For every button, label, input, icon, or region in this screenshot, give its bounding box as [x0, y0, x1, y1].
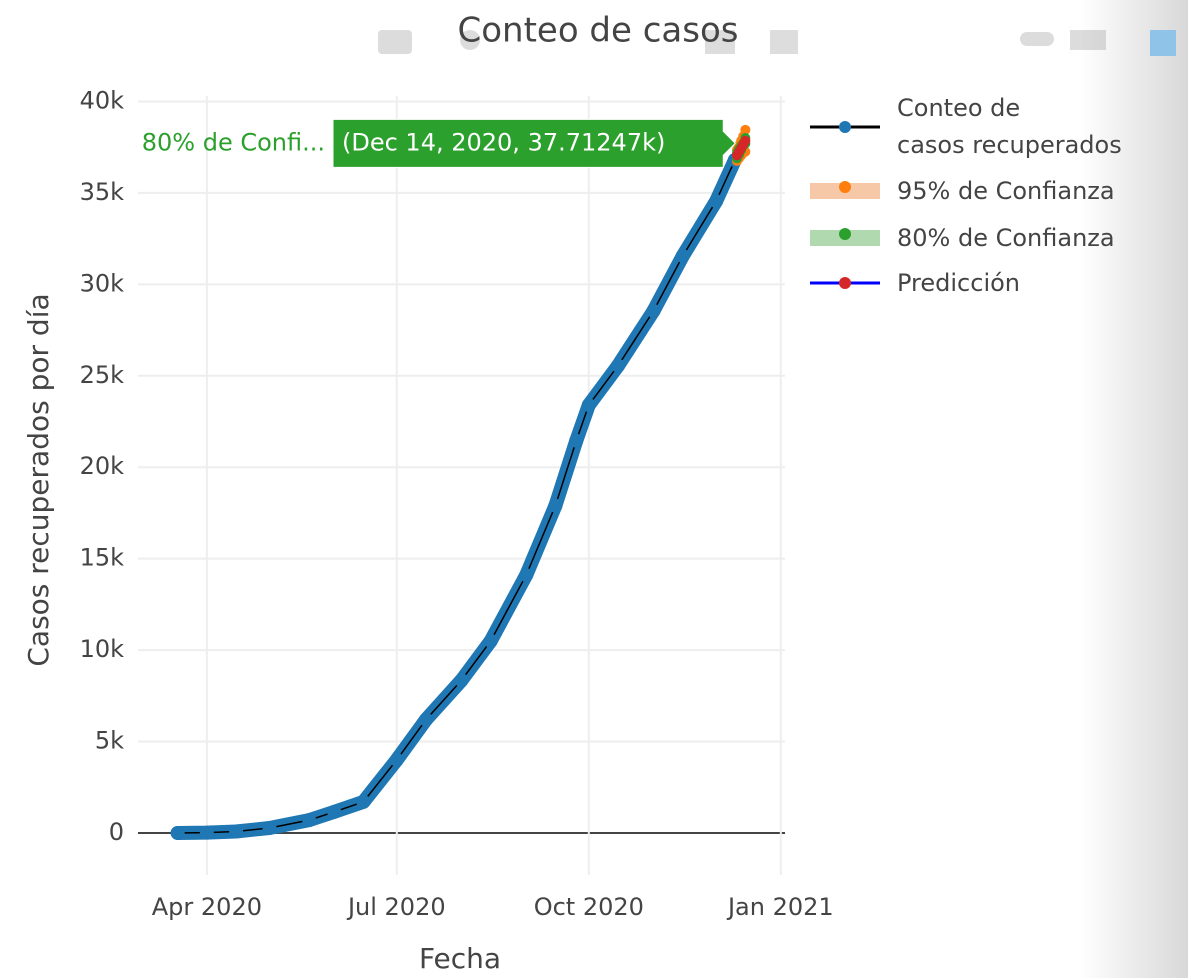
- point: [611, 358, 626, 373]
- x-tick-label: Jul 2020: [346, 893, 446, 921]
- legend-label[interactable]: Conteo de casos recuperados: [897, 94, 1122, 159]
- hover-text: (Dec 14, 2020, 37.71247k): [342, 128, 665, 156]
- point: [548, 498, 563, 513]
- y-tick-label: 30k: [80, 269, 125, 297]
- point: [389, 752, 404, 767]
- legend-marker: [839, 181, 851, 193]
- point: [569, 433, 584, 448]
- point: [709, 194, 724, 209]
- point: [581, 398, 596, 413]
- y-tick-label: 25k: [80, 361, 125, 389]
- modebar[interactable]: [378, 30, 1106, 54]
- x-tick-label: Apr 2020: [152, 893, 262, 921]
- point: [454, 673, 469, 688]
- legend-label[interactable]: 80% de Confianza: [897, 224, 1115, 252]
- legend-marker: [839, 121, 851, 133]
- point: [262, 821, 277, 836]
- page-shade: [1080, 0, 1188, 978]
- point: [327, 804, 342, 819]
- hover-box: [332, 118, 736, 168]
- x-tick-label: Jan 2021: [726, 893, 834, 921]
- y-tick-label: 20k: [80, 452, 125, 480]
- point: [302, 813, 317, 828]
- point: [170, 825, 185, 840]
- point: [229, 824, 244, 839]
- legend-marker: [839, 228, 851, 240]
- hover-label: (Dec 14, 2020, 37.71247k) 80% de Confi...: [142, 118, 736, 168]
- y-axis-title: Casos recuperados por día: [22, 293, 55, 666]
- chart-title: Conteo de casos: [457, 11, 738, 51]
- legend-label[interactable]: Predicción: [897, 269, 1021, 297]
- point: [483, 633, 498, 648]
- point: [199, 825, 214, 840]
- y-tick-label: 10k: [80, 635, 125, 663]
- point: [419, 712, 434, 727]
- point: [740, 135, 751, 146]
- y-tick-label: 15k: [80, 544, 125, 572]
- band-upper-point: [740, 124, 751, 135]
- point: [356, 794, 371, 809]
- y-tick-label: 5k: [95, 727, 124, 755]
- legend-label[interactable]: 95% de Confianza: [897, 177, 1115, 205]
- legend-marker: [839, 277, 851, 289]
- y-tick-label: 40k: [80, 86, 125, 114]
- y-tick-label: 35k: [80, 178, 125, 206]
- x-tick-label: Oct 2020: [534, 893, 644, 921]
- point: [675, 249, 690, 264]
- hover-name: 80% de Confi...: [142, 128, 325, 156]
- series-line: [177, 159, 736, 834]
- plotly-logo: [1150, 30, 1176, 56]
- point: [519, 568, 534, 583]
- point: [646, 303, 661, 318]
- series-marker-trail: [170, 153, 742, 840]
- x-axis-title: Fecha: [419, 942, 501, 975]
- y-tick-label: 0: [109, 818, 124, 846]
